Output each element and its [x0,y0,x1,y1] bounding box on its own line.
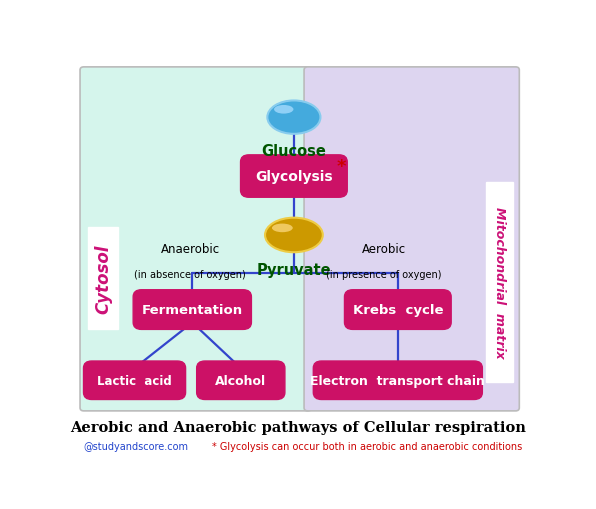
Text: Electron  transport chain: Electron transport chain [311,374,485,387]
FancyBboxPatch shape [486,183,513,382]
Text: (in presence of oxygen): (in presence of oxygen) [326,257,442,279]
Text: @studyandscore.com: @studyandscore.com [83,441,189,451]
FancyBboxPatch shape [241,156,347,198]
FancyBboxPatch shape [197,361,285,400]
Text: Krebs  cycle: Krebs cycle [353,303,443,317]
FancyBboxPatch shape [313,361,482,400]
Text: Pyruvate: Pyruvate [257,262,331,277]
Text: Aerobic and Anaerobic pathways of Cellular respiration: Aerobic and Anaerobic pathways of Cellul… [70,420,526,434]
Text: Fermentation: Fermentation [142,303,243,317]
Ellipse shape [268,101,321,134]
Ellipse shape [272,224,293,233]
Text: (in absence of oxygen): (in absence of oxygen) [134,257,246,279]
FancyBboxPatch shape [83,361,185,400]
Text: * Glycolysis can occur both in aerobic and anaerobic conditions: * Glycolysis can occur both in aerobic a… [212,441,523,451]
Text: Aerobic: Aerobic [362,243,406,256]
FancyBboxPatch shape [133,290,252,330]
Text: Mitochondrial  matrix: Mitochondrial matrix [493,207,506,358]
Text: Alcohol: Alcohol [215,374,266,387]
Text: Glucose: Glucose [262,144,327,158]
FancyBboxPatch shape [80,68,312,411]
Text: *: * [337,158,346,176]
Text: Anaerobic: Anaerobic [160,243,219,256]
Ellipse shape [274,106,293,115]
Ellipse shape [265,218,323,253]
FancyBboxPatch shape [88,228,119,329]
FancyBboxPatch shape [344,290,451,330]
Text: Cytosol: Cytosol [95,244,113,313]
Text: Lactic  acid: Lactic acid [97,374,172,387]
Text: Glycolysis: Glycolysis [255,169,333,184]
FancyBboxPatch shape [304,68,519,411]
